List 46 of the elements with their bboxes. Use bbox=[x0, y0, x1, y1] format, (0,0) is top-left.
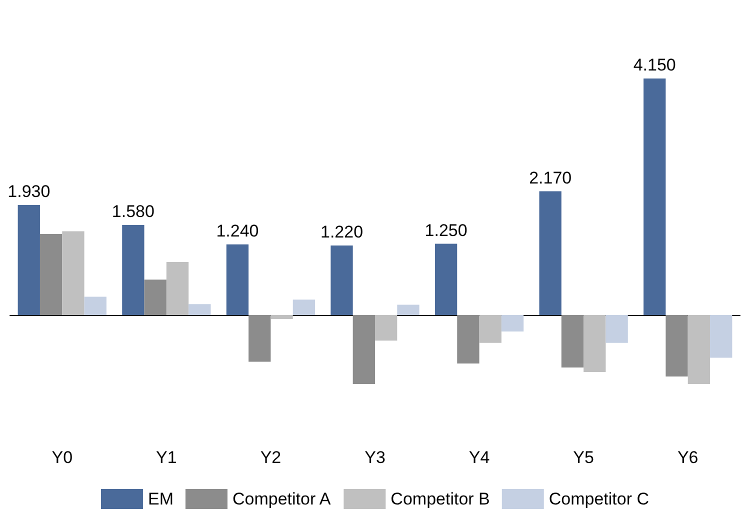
data-label: 1.250 bbox=[424, 220, 468, 240]
bar bbox=[584, 315, 606, 372]
x-tick-label: Y0 bbox=[52, 448, 73, 467]
bar bbox=[188, 304, 211, 315]
x-tick-label: Y6 bbox=[677, 448, 698, 467]
data-label: 1.240 bbox=[216, 221, 259, 240]
bar bbox=[501, 315, 524, 332]
legend-label: Competitor B bbox=[390, 490, 490, 508]
bar bbox=[122, 224, 144, 315]
x-tick-label: Y3 bbox=[364, 448, 386, 467]
legend-label: Competitor C bbox=[548, 490, 650, 508]
bar bbox=[166, 262, 189, 315]
x-tick-label: Y5 bbox=[573, 448, 594, 467]
bar bbox=[539, 191, 562, 315]
bar bbox=[434, 244, 458, 315]
data-label: 1.220 bbox=[320, 222, 364, 242]
bar bbox=[248, 315, 271, 362]
bar bbox=[330, 245, 353, 315]
bar bbox=[375, 315, 398, 341]
bar bbox=[397, 304, 420, 315]
legend-label: Competitor A bbox=[232, 490, 332, 508]
bar bbox=[84, 296, 106, 315]
x-tick-label: Y4 bbox=[468, 448, 490, 467]
bar bbox=[644, 78, 666, 315]
x-tick-label: Y1 bbox=[156, 448, 177, 467]
bar bbox=[352, 315, 375, 384]
bar bbox=[457, 315, 480, 364]
bar bbox=[606, 315, 628, 343]
bar bbox=[270, 315, 293, 319]
data-label: 1.930 bbox=[8, 182, 50, 201]
bar bbox=[40, 234, 62, 315]
bar bbox=[292, 300, 316, 315]
data-label: 4.150 bbox=[633, 55, 676, 74]
bar bbox=[688, 315, 710, 384]
bar bbox=[710, 315, 732, 358]
bar bbox=[479, 315, 502, 343]
bar bbox=[561, 315, 584, 368]
data-label: 1.580 bbox=[112, 202, 154, 221]
data-label: 2.170 bbox=[529, 168, 572, 188]
legend-label: EM bbox=[148, 490, 174, 508]
bar bbox=[18, 204, 40, 315]
bar bbox=[666, 315, 688, 377]
bar bbox=[226, 244, 249, 315]
bar bbox=[62, 231, 84, 315]
x-tick-label: Y2 bbox=[260, 448, 282, 467]
bar bbox=[144, 280, 166, 315]
